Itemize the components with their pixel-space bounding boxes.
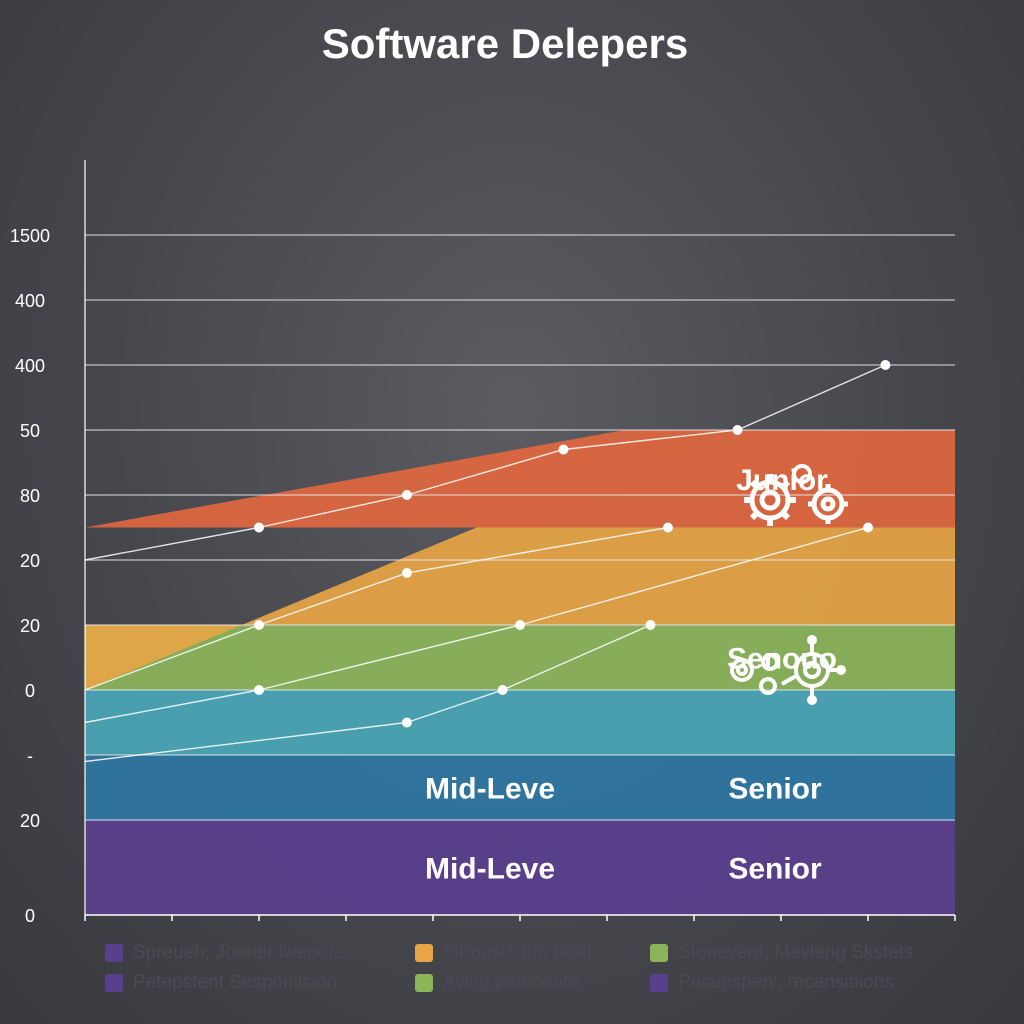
y-tick-label: 0 <box>25 681 35 701</box>
chart-title: Software Delepers <box>322 20 688 67</box>
legend-swatch <box>105 974 123 992</box>
gears-network-icon <box>730 635 846 705</box>
bands-layer <box>85 430 955 915</box>
series-line-2 <box>84 526 869 724</box>
band-5 <box>85 430 955 528</box>
legend-swatch <box>650 974 668 992</box>
data-point <box>732 425 743 435</box>
legend-label: Petepstent Sesponiision <box>133 972 337 993</box>
legend-item: Introusi† frin Buat <box>415 942 592 964</box>
data-point <box>254 522 264 533</box>
series-line-0 <box>84 364 886 561</box>
y-tick-label: 50 <box>20 421 40 441</box>
legend-item: Petepstent Sesponiision <box>105 972 337 994</box>
data-point <box>401 490 412 500</box>
y-tick-label: - <box>27 746 33 766</box>
band-0 <box>85 820 955 915</box>
legend-item: Aving palenente <box>415 972 579 994</box>
y-tick-label: 400 <box>15 291 45 311</box>
series-line-1 <box>84 526 669 691</box>
data-point <box>254 620 264 630</box>
band-label: Junior <box>736 464 828 497</box>
band-label: Mid-Leve <box>425 773 555 806</box>
y-axis: 1500 400 400 50 80 20 20 0 - 20 0 <box>10 160 86 926</box>
legend-label: Aving palenente <box>443 972 579 993</box>
band-4 <box>85 527 955 690</box>
legend-label: Stoneyent, Mevieng Sķstets <box>678 942 914 963</box>
legend-item: Pecepspen', recansibions <box>650 972 894 994</box>
legend-label: Introusi† frin Buat <box>443 942 592 963</box>
data-point <box>863 522 873 533</box>
x-axis <box>84 914 956 921</box>
data-point <box>254 685 264 695</box>
band-label: Senior <box>728 773 822 806</box>
legend-label: Pecepspen', recansibions <box>678 972 894 993</box>
legend-swatch <box>650 944 668 962</box>
y-tick-label: 20 <box>20 551 40 571</box>
band-2 <box>85 690 955 755</box>
data-point <box>645 620 656 630</box>
y-tick-label: 20 <box>20 616 40 636</box>
band-1 <box>85 755 955 820</box>
gears-icon <box>744 464 848 526</box>
y-tick-label: 20 <box>20 811 40 831</box>
legend-label: Spreueh; Joorair lwepörs <box>133 942 345 963</box>
y-tick-label: 400 <box>15 356 45 376</box>
data-point <box>662 522 673 533</box>
y-tick-label: 0 <box>25 906 35 926</box>
data-point <box>497 685 508 695</box>
legend-item: Stoneyent, Mevieng Sķstets <box>650 942 914 964</box>
legend: Spreueh; Joorair lwepörs Introusi† frin B… <box>105 942 1005 1002</box>
series-line-3 <box>84 624 651 763</box>
legend-item: Spreueh; Joorair lwepörs <box>105 942 344 964</box>
y-tick-label: 1500 <box>10 226 50 246</box>
band-label: Mid-Leve <box>425 853 555 886</box>
y-tick-label: 80 <box>20 486 40 506</box>
band-label: Senior <box>728 853 822 886</box>
data-point <box>558 444 569 455</box>
data-point <box>401 568 412 578</box>
legend-swatch <box>105 944 123 962</box>
legend-swatch <box>415 944 433 962</box>
data-point <box>880 360 891 370</box>
legend-swatch <box>415 974 433 992</box>
data-point <box>401 717 412 728</box>
data-point <box>515 620 525 630</box>
series-layer <box>84 360 891 763</box>
